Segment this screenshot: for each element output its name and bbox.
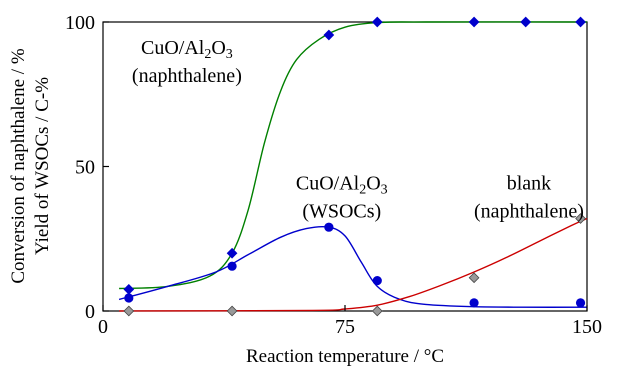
series-3-fit-line <box>119 217 588 312</box>
series-1-point <box>371 16 383 28</box>
y-axis-title-line-1: Conversion of naphthalene / % <box>8 48 29 284</box>
series-3-point <box>575 213 586 224</box>
y-tick-label: 50 <box>75 157 95 179</box>
annotation-1-line-1: CuO/Al2O3 <box>141 37 233 62</box>
series-1-point <box>575 16 586 28</box>
x-axis-title: Reaction temperature / °C <box>246 346 444 366</box>
annotation-3-line-1: blank <box>507 173 551 195</box>
series-2-point <box>227 261 237 271</box>
series-2-fit-line <box>118 225 588 308</box>
x-tick-label: 150 <box>572 316 602 338</box>
series-3-point <box>468 272 480 284</box>
annotation-1-line-2: (naphthalene) <box>132 65 242 87</box>
fit-curves <box>118 21 588 312</box>
series-1-point <box>226 247 238 259</box>
series-1-point <box>123 283 135 295</box>
x-tick-label: 0 <box>98 316 108 338</box>
data-markers <box>123 16 586 317</box>
x-tick-label: 75 <box>335 316 355 338</box>
annotation-2-line-1: CuO/Al2O3 <box>296 173 388 198</box>
series-2-point <box>372 276 382 286</box>
axis-ticks: 0 75 150 0 50 100 <box>65 12 602 338</box>
y-axis-title-line-2: Yield of WSOCs / C-% <box>32 77 53 255</box>
series-2-point <box>324 222 334 232</box>
series-2-point <box>575 298 586 308</box>
annotations: CuO/Al2O3 (naphthalene) CuO/Al2O3 (WSOCs) bl… <box>132 37 584 223</box>
y-tick-label: 100 <box>65 12 95 34</box>
annotation-2-line-2: (WSOCs) <box>302 201 381 223</box>
series-3-point <box>226 305 238 317</box>
y-tick-label: 0 <box>85 301 95 323</box>
series-3-point <box>123 305 135 317</box>
series-2-point <box>469 298 479 308</box>
series-1-point <box>520 16 532 28</box>
series-1-fit-line <box>119 21 588 290</box>
annotation-3-line-2: (naphthalene) <box>474 201 584 223</box>
series-3-point <box>371 305 383 317</box>
series-1-point <box>468 16 480 28</box>
series-2-point <box>124 293 134 303</box>
series-1-point <box>323 29 335 41</box>
